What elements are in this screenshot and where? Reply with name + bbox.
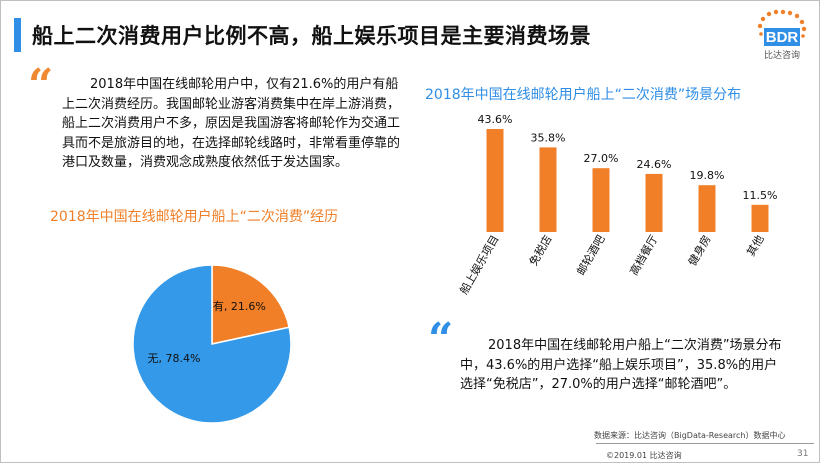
bar-1 <box>539 147 557 232</box>
pie-chart: 有, 21.6% 无, 78.4% <box>132 264 292 424</box>
bar-category-label-1: 免税店 <box>526 233 555 269</box>
bar-5 <box>751 204 769 232</box>
bar-value-label-1: 35.8% <box>531 131 566 144</box>
left-summary-paragraph: 2018年中国在线邮轮用户中，仅有21.6%的用户有船上二次消费经历。我国邮轮业… <box>62 77 401 170</box>
bar-value-label-0: 43.6% <box>478 113 513 126</box>
pie-chart-title: 2018年中国在线邮轮用户船上“二次消费”经历 <box>50 209 339 225</box>
right-summary-paragraph: 2018年中国在线邮轮用户船上“二次消费”场景分布中，43.6%的用户选择“船上… <box>460 338 782 392</box>
data-source-note: 数据来源：比达咨询（BigData-Research）数据中心 <box>594 431 786 440</box>
logo-text: BDR <box>766 29 799 46</box>
pie-slice-0 <box>211 264 291 345</box>
bar-value-label-3: 24.6% <box>637 158 672 171</box>
bar-chart: 43.6% 船上娱乐项目 35.8% 免税店 27.0% 邮轮酒吧 24.6% 高档餐厅 19.… <box>456 113 778 297</box>
pie-label-1: 无, 78.4% <box>148 352 201 365</box>
logo-box <box>764 28 800 46</box>
bar-category-label-5: 其他 <box>744 233 766 259</box>
page-number: 31 <box>797 449 809 459</box>
bar-category-label-2: 邮轮酒吧 <box>573 233 607 278</box>
title-accent-bar <box>14 18 21 52</box>
bar-value-label-4: 19.8% <box>690 169 725 182</box>
copyright-note: ©2019.01 比达咨询 <box>606 451 682 460</box>
pie-slice-1 <box>132 264 292 424</box>
bdr-logo: BDR 比达咨询 <box>757 9 807 61</box>
page-title: 船上二次消费用户比例不高，船上娱乐项目是主要消费场景 <box>32 24 591 48</box>
bar-category-label-3: 高档餐厅 <box>626 233 660 278</box>
bar-value-label-2: 27.0% <box>584 152 619 165</box>
bar-category-label-0: 船上娱乐项目 <box>456 233 501 297</box>
bar-3 <box>645 173 663 232</box>
left-quote-icon: “ <box>28 60 54 111</box>
bar-0 <box>486 129 504 232</box>
logo-subtext: 比达咨询 <box>764 49 800 61</box>
bar-chart-title: 2018年中国在线邮轮用户船上“二次消费”场景分布 <box>425 87 742 103</box>
footer-divider <box>596 443 814 444</box>
pie-label-0: 有, 21.6% <box>213 299 266 313</box>
right-quote-icon: “ <box>428 314 454 365</box>
bar-2 <box>592 168 610 232</box>
bar-4 <box>698 185 716 232</box>
logo-dots <box>757 9 807 38</box>
bar-category-label-4: 健身房 <box>685 233 714 269</box>
bar-value-label-5: 11.5% <box>743 189 778 202</box>
